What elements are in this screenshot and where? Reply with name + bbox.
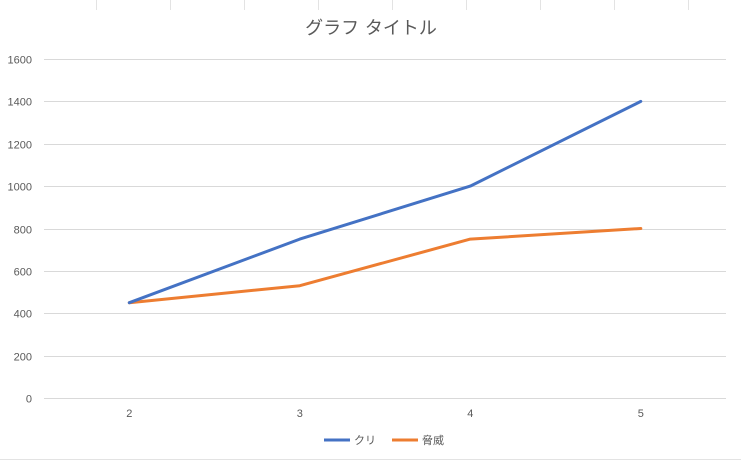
- series-group: [127, 99, 643, 305]
- y-tick-label: 0: [26, 394, 32, 406]
- chart-title: グラフ タイトル: [305, 18, 437, 39]
- x-tick-label: 5: [638, 408, 644, 420]
- x-tick-label: 3: [297, 408, 303, 420]
- legend-label: クリ: [354, 434, 376, 447]
- y-tick-label: 1400: [8, 97, 32, 109]
- series-line: [127, 227, 643, 305]
- x-tick-label: 2: [126, 408, 132, 420]
- y-tick-label: 1600: [8, 55, 32, 67]
- y-axis-ticks: 0 200 400 600 800 1000 1200 1400 1600: [8, 55, 32, 406]
- x-tick-label: 4: [467, 408, 473, 420]
- y-tick-label: 400: [14, 309, 32, 321]
- x-axis-ticks: 2 3 4 5: [126, 408, 644, 420]
- legend-label: 脅威: [422, 433, 444, 447]
- y-tick-label: 800: [14, 225, 32, 237]
- y-tick-label: 600: [14, 267, 32, 279]
- y-tick-label: 1000: [8, 182, 32, 194]
- y-tick-label: 1200: [8, 140, 32, 152]
- y-gridlines: [44, 59, 726, 399]
- y-tick-label: 200: [14, 352, 32, 364]
- legend: クリ 脅威: [324, 433, 444, 447]
- series-line: [127, 99, 643, 305]
